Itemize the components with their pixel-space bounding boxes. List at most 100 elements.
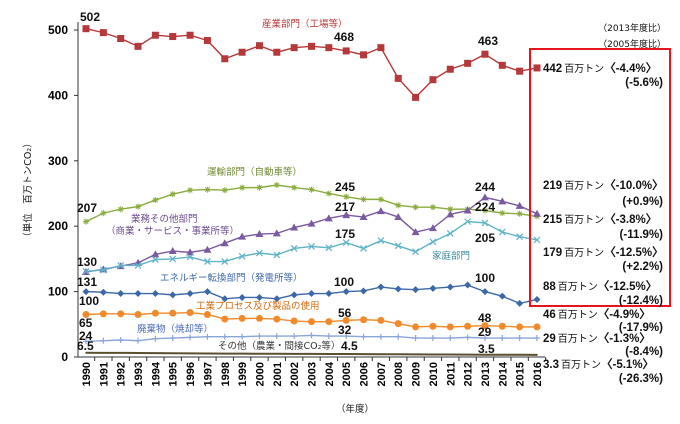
data-point bbox=[291, 184, 298, 191]
latest-vs-2005: (-8.4%) bbox=[625, 346, 663, 358]
x-tick-label: 2015 bbox=[515, 362, 527, 386]
latest-value: 179 bbox=[543, 247, 562, 259]
data-point bbox=[308, 42, 315, 50]
data-point bbox=[206, 352, 209, 355]
data-point bbox=[377, 316, 385, 324]
data-point bbox=[412, 286, 420, 294]
data-point bbox=[432, 353, 434, 356]
data-point bbox=[536, 354, 538, 356]
data-point bbox=[152, 335, 159, 342]
data-point bbox=[429, 335, 436, 342]
data-point bbox=[135, 337, 142, 344]
series-0 bbox=[82, 25, 541, 101]
x-tick-label: 1993 bbox=[133, 362, 145, 386]
data-point bbox=[290, 245, 298, 252]
data-point bbox=[154, 352, 157, 354]
latest-unit: 百万トン bbox=[558, 281, 598, 293]
data-point bbox=[221, 187, 228, 194]
data-point bbox=[169, 255, 177, 263]
point-label: 3.5 bbox=[478, 342, 495, 356]
x-tick-label: 1991 bbox=[98, 362, 110, 386]
series-label-other: その他（農業・間接CO₂等） bbox=[218, 340, 340, 352]
data-point bbox=[169, 33, 177, 41]
point-label: 100 bbox=[475, 271, 495, 285]
data-point bbox=[446, 229, 454, 237]
data-point bbox=[515, 201, 524, 209]
latest-value: 3.3 bbox=[543, 359, 559, 371]
x-tick-label: 2006 bbox=[359, 362, 371, 386]
data-point bbox=[203, 36, 211, 44]
data-point bbox=[464, 334, 471, 341]
point-label: 245 bbox=[335, 180, 355, 194]
latest-unit: 百万トン bbox=[564, 247, 604, 259]
data-point bbox=[533, 323, 541, 331]
data-point bbox=[446, 65, 454, 73]
y-tick-label: 500 bbox=[48, 23, 68, 37]
x-tick-label: 1997 bbox=[202, 362, 214, 386]
series-7 bbox=[85, 351, 538, 356]
data-point bbox=[397, 353, 400, 356]
data-point bbox=[412, 93, 420, 101]
latest-vs-2013: 〈-4.4%〉 bbox=[604, 61, 657, 75]
data-point bbox=[360, 333, 367, 340]
latest-value: 29 bbox=[543, 333, 556, 345]
data-point bbox=[186, 248, 195, 256]
data-point bbox=[411, 228, 420, 236]
y-tick-label: 200 bbox=[48, 219, 68, 233]
latest-value: 88 bbox=[543, 281, 556, 293]
header-vs-2005: （2005年度比） bbox=[598, 38, 666, 50]
data-point bbox=[516, 335, 523, 342]
data-point bbox=[134, 310, 142, 318]
point-label: 502 bbox=[80, 10, 100, 24]
data-point bbox=[343, 193, 350, 200]
data-point bbox=[169, 335, 176, 342]
x-tick-label: 2005 bbox=[341, 362, 353, 386]
data-point bbox=[82, 25, 90, 33]
data-point bbox=[484, 353, 486, 356]
y-tick-label: 300 bbox=[48, 154, 68, 168]
data-point bbox=[533, 295, 541, 303]
data-point bbox=[258, 352, 261, 355]
data-point bbox=[83, 338, 89, 345]
data-point bbox=[256, 249, 263, 257]
data-point bbox=[377, 333, 384, 340]
data-point bbox=[533, 236, 541, 244]
highlight-box bbox=[529, 48, 671, 307]
point-label: 48 bbox=[478, 311, 492, 325]
x-tick-label: 1999 bbox=[237, 362, 249, 386]
data-point bbox=[204, 186, 211, 193]
data-point bbox=[429, 284, 437, 292]
data-point bbox=[345, 353, 347, 355]
data-point bbox=[463, 206, 472, 214]
data-point bbox=[480, 193, 489, 201]
data-point bbox=[325, 318, 333, 326]
data-point bbox=[325, 333, 332, 340]
data-point bbox=[429, 238, 437, 246]
data-point bbox=[273, 295, 281, 303]
series-label-transport: 運輸部門（自動車等） bbox=[207, 166, 302, 178]
data-point bbox=[481, 207, 488, 214]
data-point bbox=[380, 353, 382, 355]
data-point bbox=[203, 310, 211, 318]
data-point bbox=[186, 31, 194, 39]
y-tick-label: 100 bbox=[48, 285, 68, 299]
data-point bbox=[293, 353, 295, 355]
data-point bbox=[534, 335, 540, 342]
data-point bbox=[255, 314, 263, 322]
data-point bbox=[498, 322, 506, 330]
data-point bbox=[239, 184, 246, 191]
latest-vs-2013: 〈-4.9%〉 bbox=[598, 307, 651, 321]
series-label-industry: 産業部門（工場等） bbox=[262, 18, 348, 30]
data-point bbox=[481, 219, 489, 227]
data-point bbox=[464, 59, 472, 67]
latest-vs-2013: 〈-12.5%〉 bbox=[598, 279, 657, 293]
data-point bbox=[342, 47, 350, 55]
data-point bbox=[499, 210, 506, 217]
data-point bbox=[221, 258, 229, 265]
x-tick-label: 1996 bbox=[185, 362, 197, 386]
latest-value-row: 3.3 百万トン〈-5.1%〉 bbox=[543, 357, 654, 371]
x-tick-label: 1995 bbox=[168, 362, 180, 386]
series-label-commercial: 業務その他部門（商業・サービス・事業所等） bbox=[106, 213, 239, 237]
data-point bbox=[516, 323, 524, 331]
